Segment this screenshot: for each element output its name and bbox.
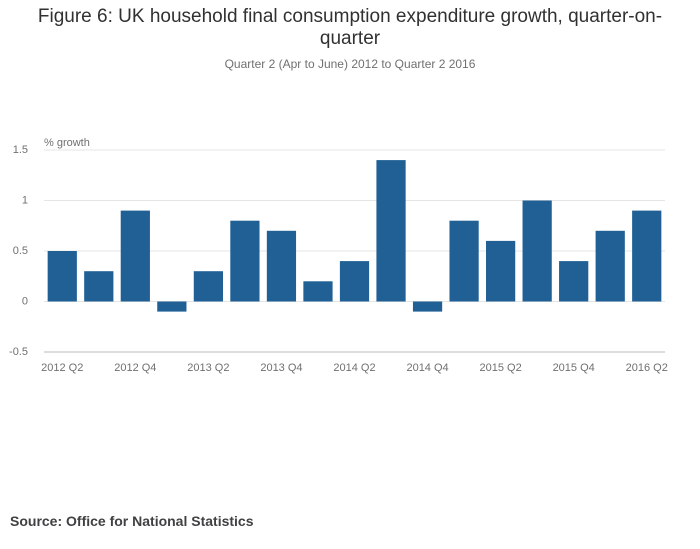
y-tick-label: 0.5 [13, 245, 28, 257]
bar [303, 281, 333, 302]
bar [595, 230, 625, 302]
chart-title: Figure 6: UK household final consumption… [37, 6, 663, 49]
x-tick-label: 2015 Q4 [553, 362, 595, 374]
y-tick-label: 1 [22, 194, 28, 206]
y-tick-label: 0 [22, 295, 28, 307]
bar [120, 210, 150, 302]
x-tick-label: 2014 Q2 [333, 362, 375, 374]
x-tick-label: 2013 Q4 [260, 362, 302, 374]
x-tick-label: 2016 Q2 [626, 362, 668, 374]
x-tick-label: 2014 Q4 [406, 362, 448, 374]
bar [157, 301, 187, 312]
bar [486, 240, 516, 302]
x-tick-label: 2012 Q4 [114, 362, 156, 374]
x-tick-label: 2015 Q2 [480, 362, 522, 374]
bar [193, 271, 223, 302]
bar [376, 160, 406, 302]
bar [230, 220, 260, 302]
source-note: Source: Office for National Statistics [10, 513, 254, 529]
chart-subtitle: Quarter 2 (Apr to June) 2012 to Quarter … [224, 57, 476, 71]
y-axis-label: % growth [44, 137, 90, 149]
x-tick-label: 2012 Q2 [41, 362, 83, 374]
bar [449, 220, 479, 302]
y-tick-label: -0.5 [9, 346, 28, 358]
bar [47, 251, 77, 302]
x-tick-label: 2013 Q2 [187, 362, 229, 374]
bar [266, 230, 297, 302]
bar [84, 271, 114, 302]
bar [412, 301, 443, 312]
y-tick-label: 1.5 [13, 144, 28, 156]
bar [339, 261, 370, 302]
bar [559, 261, 589, 302]
bar [632, 210, 662, 302]
bar [522, 200, 552, 302]
